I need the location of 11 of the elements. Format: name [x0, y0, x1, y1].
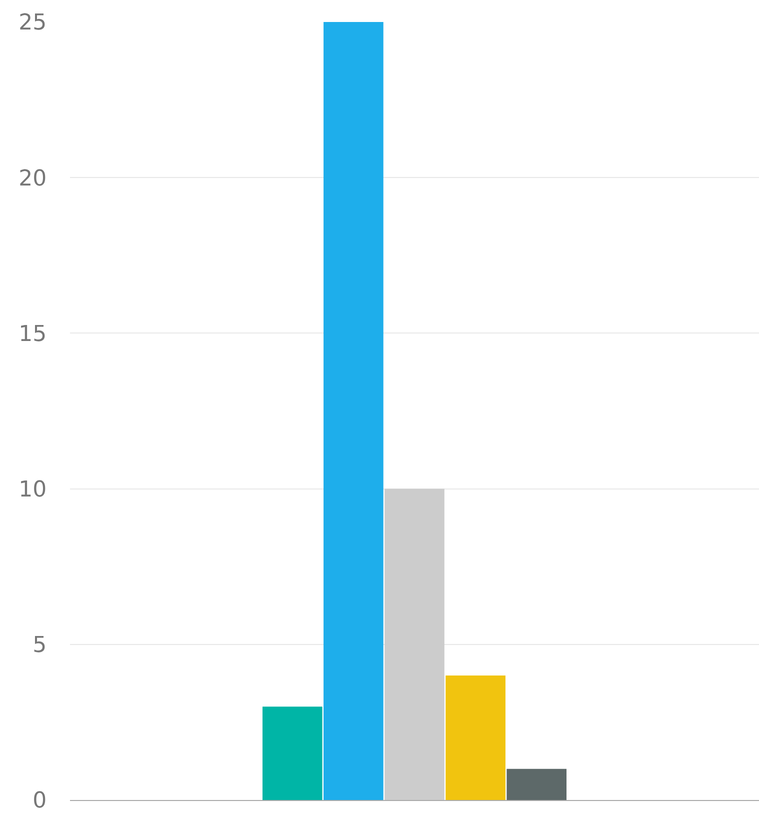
y-tick-label: 0	[32, 788, 47, 814]
y-tick-label: 10	[18, 478, 47, 502]
y-tick-label: 15	[18, 322, 47, 347]
bar	[324, 22, 384, 800]
bar	[262, 706, 322, 800]
bar	[506, 768, 566, 800]
bar	[446, 676, 506, 800]
bar	[384, 488, 444, 800]
y-tick-label: 25	[18, 10, 47, 36]
y-tick-label: 20	[18, 166, 47, 192]
y-tick-label: 5	[32, 633, 47, 658]
